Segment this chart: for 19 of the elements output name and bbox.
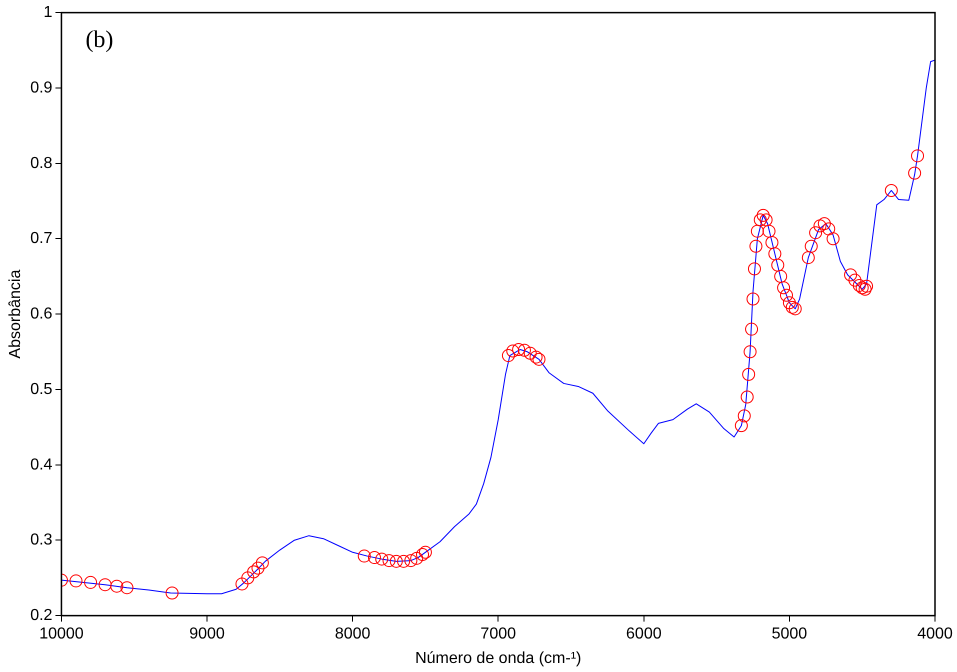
x-tick-label: 4000	[917, 626, 953, 643]
x-tick-label: 10000	[39, 626, 84, 643]
y-axis-title: Absorbância	[7, 270, 24, 359]
x-tick-label: 6000	[626, 626, 662, 643]
y-tick-label: 0.9	[30, 79, 53, 96]
x-tick-label: 7000	[480, 626, 516, 643]
y-tick-label: 0.7	[30, 230, 53, 248]
x-tick-label: 8000	[334, 626, 371, 643]
x-axis-title: Número de onda (cm-¹)	[415, 650, 582, 667]
y-tick-label: 0.5	[30, 380, 53, 398]
y-tick-label: 1	[44, 4, 53, 22]
x-tick-label: 5000	[772, 626, 808, 643]
y-tick-label: 0.8	[30, 154, 53, 172]
y-tick-label: 0.6	[30, 306, 53, 323]
y-tick-label: 0.2	[30, 607, 53, 624]
y-tick-label: 0.4	[30, 456, 53, 474]
y-tick-label: 0.3	[30, 532, 53, 549]
annotation: (b)	[85, 26, 114, 53]
x-tick-label: 9000	[189, 626, 225, 643]
